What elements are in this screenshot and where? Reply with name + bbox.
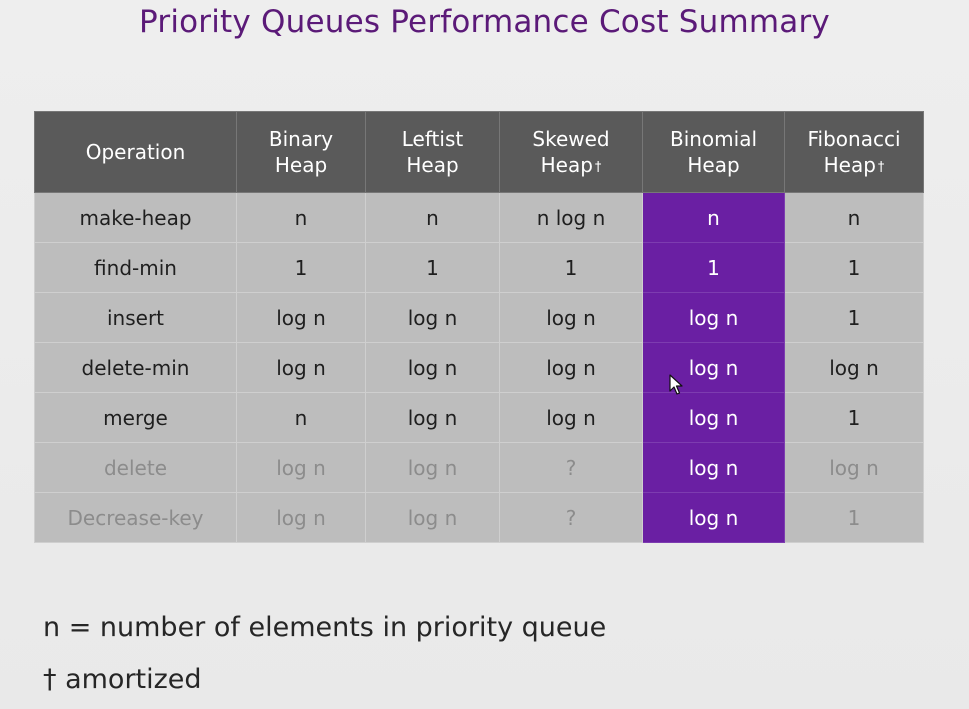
table-row: delete log n log n? log n log n (34, 442, 924, 493)
leftist-cost-cell: log n (365, 342, 500, 393)
skewed-cost-cell: log n (499, 342, 643, 393)
binomial-cost-cell: 1 (642, 242, 785, 293)
cost-summary-table: Operation Binary Heap Leftist Heap Skewed H… (34, 111, 924, 543)
operation-cell: find-min (34, 242, 237, 293)
header-binomial-heap: Binomial Heap (642, 111, 785, 193)
fibonacci-cost-cell: n (784, 192, 924, 243)
operation-cell: Decrease-key (34, 492, 237, 543)
binary-cost-cell: log n (236, 442, 366, 493)
header-binary-heap: Binary Heap (236, 111, 366, 193)
fibonacci-cost-cell: 1 (784, 492, 924, 543)
operation-cell: make-heap (34, 192, 237, 243)
operation-cell: merge (34, 392, 237, 443)
slide-title: Priority Queues Performance Cost Summary (139, 4, 830, 40)
fibonacci-cost-cell: 1 (784, 292, 924, 343)
amortized-dagger: † (877, 160, 885, 175)
leftist-cost-cell: 1 (365, 242, 500, 293)
binary-cost-cell: log n (236, 292, 366, 343)
skewed-cost-cell: log n (499, 392, 643, 443)
binary-cost-cell: 1 (236, 242, 366, 293)
leftist-cost-cell: n (365, 192, 500, 243)
binary-cost-cell: log n (236, 492, 366, 543)
skewed-cost-cell: 1 (499, 242, 643, 293)
binary-cost-cell: n (236, 192, 366, 243)
fibonacci-cost-cell: 1 (784, 242, 924, 293)
header-row: Operation Binary Heap Leftist Heap Skewed H… (34, 111, 924, 193)
table-row: delete-min log n log n log n log n log n (34, 342, 924, 393)
operation-cell: delete (34, 442, 237, 493)
skewed-cost-cell: ? (499, 492, 643, 543)
table-row: find-min 1 1 1 1 1 (34, 242, 924, 293)
header-operation: Operation (34, 111, 237, 193)
binomial-cost-cell: log n (642, 492, 785, 543)
amortized-note: † amortized (43, 664, 202, 695)
skewed-cost-cell: log n (499, 292, 643, 343)
leftist-cost-cell: log n (365, 392, 500, 443)
skewed-cost-cell: n log n (499, 192, 643, 243)
header-fibonacci-heap: Fibonacci Heap † (784, 111, 924, 193)
fibonacci-cost-cell: 1 (784, 392, 924, 443)
header-leftist-heap: Leftist Heap (365, 111, 500, 193)
fibonacci-cost-cell: log n (784, 342, 924, 393)
binomial-cost-cell: log n (642, 392, 785, 443)
operation-cell: insert (34, 292, 237, 343)
n-definition-note: n = number of elements in priority queue (43, 612, 607, 643)
header-skewed-heap: Skewed Heap † (499, 111, 643, 193)
amortized-dagger: † (594, 160, 602, 175)
operation-cell: delete-min (34, 342, 237, 393)
skewed-cost-cell: ? (499, 442, 643, 493)
binary-cost-cell: log n (236, 342, 366, 393)
binomial-cost-cell: log n (642, 342, 785, 393)
fibonacci-cost-cell: log n (784, 442, 924, 493)
leftist-cost-cell: log n (365, 292, 500, 343)
binomial-cost-cell: log n (642, 292, 785, 343)
mouse-cursor-icon (669, 374, 683, 395)
binomial-cost-cell: log n (642, 442, 785, 493)
leftist-cost-cell: log n (365, 442, 500, 493)
binary-cost-cell: n (236, 392, 366, 443)
leftist-cost-cell: log n (365, 492, 500, 543)
binomial-cost-cell: n (642, 192, 785, 243)
